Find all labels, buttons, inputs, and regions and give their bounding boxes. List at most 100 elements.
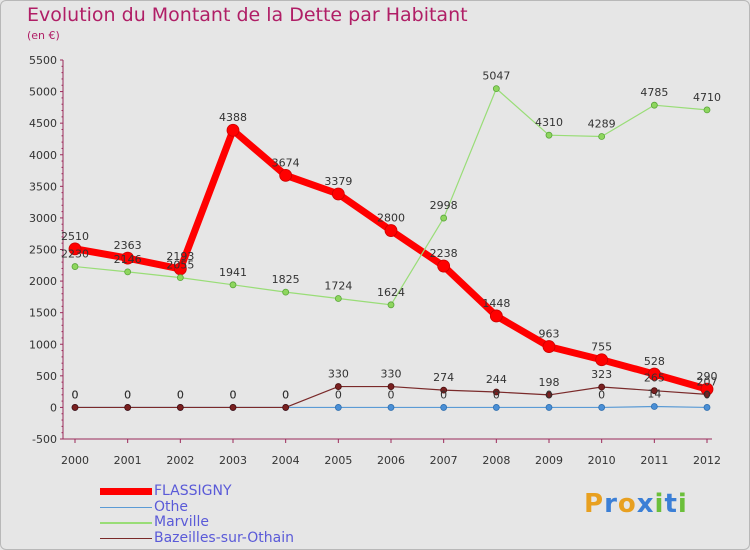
data-label: 330 [381,368,402,381]
data-label: 1825 [272,273,300,286]
data-label: 265 [644,372,665,385]
data-point [440,386,448,394]
x-tick-label: 2010 [588,454,616,467]
data-label: 0 [282,388,289,401]
data-label: 0 [72,388,79,401]
data-label: 330 [328,368,349,381]
x-tick-label: 2000 [61,454,89,467]
data-point [334,383,342,390]
x-tick-label: 2012 [693,454,721,467]
x-tick-label: 2005 [324,454,352,467]
data-point [545,391,553,399]
y-tick-label: 1500 [29,307,57,320]
data-point [279,168,293,182]
data-label: 4388 [219,111,247,124]
data-point [282,288,290,296]
y-tick-label: 3500 [29,180,57,193]
data-label: 1624 [377,286,405,299]
y-tick-label: 1000 [29,338,57,351]
x-tick-label: 2002 [166,454,194,467]
data-point [647,367,661,381]
data-point [437,259,451,273]
data-point [384,224,398,237]
data-label: 244 [486,373,507,386]
x-tick-label: 2009 [535,454,563,467]
legend-swatch [100,537,152,539]
data-label: 2055 [166,259,194,272]
data-label: 2193 [166,250,194,263]
data-label: 3674 [272,156,300,169]
legend-label: Bazeilles-sur-Othain [154,529,294,546]
y-tick-label: 2000 [29,275,57,288]
data-label: 290 [697,370,718,383]
data-point [387,404,395,411]
y-tick-label: 4000 [29,149,57,162]
data-label: 2510 [61,230,89,243]
y-tick-label: 4500 [29,117,57,130]
legend-swatch [100,522,152,524]
data-label: 0 [335,388,342,401]
data-label: 207 [697,375,718,388]
data-point [387,383,395,390]
legend-item: FLASSIGNY [100,484,294,500]
data-label: 0 [124,388,131,401]
x-tick-label: 2011 [640,454,668,467]
data-label: 14 [647,388,661,401]
y-tick-label: 5500 [29,54,57,67]
x-tick-label: 2003 [219,454,247,467]
line-chart: -500 0 500 1000 1500 2000 2500 3000 3500 4000 4500… [29,54,721,467]
data-label: 1448 [482,297,510,310]
y-tick-label: -500 [32,433,57,446]
y-tick-label: 0 [50,401,57,414]
data-point [229,281,237,289]
data-label: 963 [539,328,560,341]
data-label: 2238 [430,247,458,260]
legend-item: Marville [100,515,294,531]
data-point [703,390,711,398]
x-tick-label: 2004 [272,454,300,467]
data-point [334,295,342,302]
y-tick-label: 2500 [29,244,57,257]
data-point [598,133,606,140]
legend-item: Bazeilles-sur-Othain [100,529,294,547]
data-label: 2230 [61,248,89,261]
data-label: 4710 [693,91,721,104]
x-tick-label: 2006 [377,454,405,467]
data-label: 528 [644,355,665,368]
data-label: 4785 [640,86,668,99]
data-label: 274 [433,371,454,384]
data-label: 2363 [114,239,142,252]
data-point [71,263,79,270]
y-tick-label: 3000 [29,212,57,225]
data-point [598,383,606,391]
data-point [121,251,135,265]
data-point [124,268,132,276]
data-label: 0 [124,388,131,401]
data-point [226,123,240,137]
data-label: 1941 [219,266,247,279]
data-label: 0 [282,388,289,401]
data-label: 0 [177,388,184,401]
data-point [595,353,609,367]
data-label: 0 [440,388,447,401]
data-point [440,404,448,411]
data-point [545,404,553,411]
data-point [176,274,184,282]
data-point [229,404,237,411]
data-point [176,404,184,411]
data-label: 198 [539,376,560,389]
chart-title: Evolution du Montant de la Dette par Hab… [27,4,468,26]
data-label: 0 [388,388,395,401]
chart-legend: FLASSIGNY Othe Marville Bazeilles-sur-Othai… [100,484,294,546]
data-label: 4289 [588,117,616,130]
data-point [124,404,132,411]
y-tick-label: 500 [36,370,57,383]
data-point [387,301,395,309]
data-label: 323 [591,368,612,381]
data-label: 2800 [377,212,405,225]
x-tick-label: 2007 [430,454,458,467]
legend-label: FLASSIGNY [154,483,232,500]
data-label: 5047 [482,70,510,83]
data-point [650,403,658,410]
data-label: 1724 [324,280,352,293]
